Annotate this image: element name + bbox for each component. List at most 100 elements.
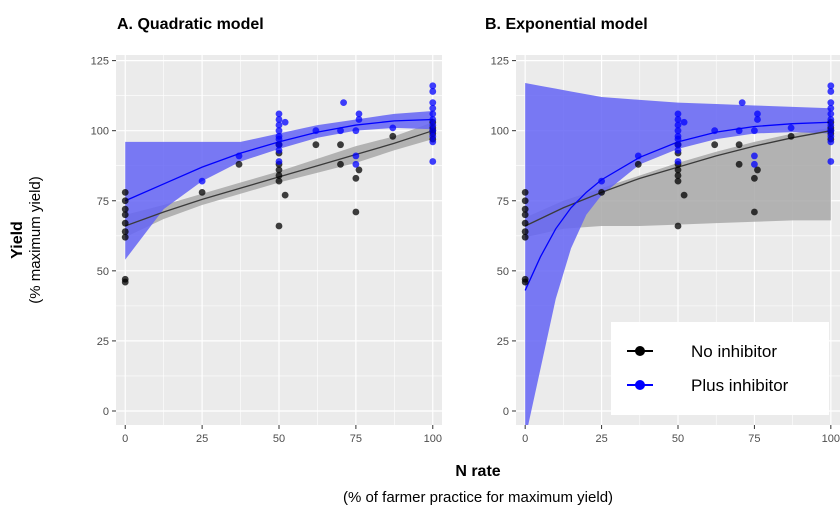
- point-plus-inhibitor: [429, 116, 437, 123]
- point-no-inhibitor: [275, 222, 283, 230]
- point-no-inhibitor: [121, 219, 129, 227]
- x-tick-label: 25: [595, 433, 607, 445]
- point-plus-inhibitor: [674, 141, 682, 149]
- point-no-inhibitor: [674, 166, 682, 174]
- point-plus-inhibitor: [711, 127, 719, 135]
- x-tick-label: 100: [822, 433, 840, 445]
- confidence-band-plus-inhibitor: [125, 111, 433, 260]
- point-no-inhibitor: [751, 174, 758, 182]
- point-no-inhibitor: [389, 132, 397, 140]
- point-no-inhibitor: [121, 188, 129, 196]
- point-plus-inhibitor: [429, 138, 437, 146]
- point-plus-inhibitor: [754, 110, 761, 118]
- point-plus-inhibitor: [735, 127, 743, 135]
- point-no-inhibitor: [598, 188, 605, 196]
- point-no-inhibitor: [337, 141, 344, 149]
- point-no-inhibitor: [735, 160, 743, 168]
- point-plus-inhibitor: [827, 116, 835, 123]
- y-axis-label: Yield (% maximum yield): [9, 176, 44, 304]
- point-no-inhibitor: [275, 177, 283, 185]
- point-no-inhibitor: [680, 191, 688, 199]
- point-no-inhibitor: [521, 211, 529, 219]
- point-no-inhibitor: [275, 172, 283, 179]
- legend-label-plus-inhibitor: Plus inhibitor: [691, 376, 789, 395]
- legend: No inhibitor Plus inhibitor: [611, 322, 829, 415]
- panel-b-points: [521, 82, 835, 286]
- y-axis-subtitle: (% maximum yield): [27, 176, 44, 304]
- point-plus-inhibitor: [738, 99, 746, 107]
- point-no-inhibitor: [634, 160, 642, 168]
- point-no-inhibitor: [674, 177, 682, 185]
- point-plus-inhibitor: [429, 88, 437, 95]
- point-no-inhibitor: [521, 219, 529, 227]
- point-plus-inhibitor: [275, 146, 283, 154]
- y-tick-label: 100: [491, 126, 509, 138]
- point-plus-inhibitor: [275, 121, 283, 129]
- point-plus-inhibitor: [352, 160, 360, 168]
- point-no-inhibitor: [754, 166, 761, 174]
- point-plus-inhibitor: [751, 127, 758, 135]
- point-no-inhibitor: [312, 141, 320, 149]
- point-plus-inhibitor: [674, 132, 682, 140]
- point-no-inhibitor: [121, 211, 129, 219]
- point-no-inhibitor: [521, 197, 529, 205]
- point-plus-inhibitor: [787, 124, 795, 132]
- x-tick-label: 50: [672, 433, 684, 445]
- point-plus-inhibitor: [429, 82, 437, 90]
- point-no-inhibitor: [521, 188, 529, 196]
- point-plus-inhibitor: [429, 132, 437, 140]
- point-plus-inhibitor: [674, 116, 682, 123]
- y-tick-label: 0: [103, 406, 109, 418]
- point-plus-inhibitor: [634, 152, 642, 160]
- point-plus-inhibitor: [312, 127, 320, 135]
- point-plus-inhibitor: [275, 132, 283, 140]
- y-tick-label: 125: [491, 56, 509, 68]
- point-plus-inhibitor: [352, 127, 360, 135]
- point-plus-inhibitor: [275, 110, 283, 118]
- x-tick-label: 0: [122, 433, 128, 445]
- y-tick-label: 25: [497, 336, 509, 348]
- point-plus-inhibitor: [355, 116, 363, 123]
- point-no-inhibitor: [787, 132, 795, 140]
- point-no-inhibitor: [521, 278, 529, 286]
- point-plus-inhibitor: [352, 152, 360, 160]
- point-no-inhibitor: [235, 160, 243, 168]
- confidence-band-plus-inhibitor: [525, 83, 831, 425]
- legend-marker-plus-inhibitor: [635, 380, 645, 390]
- point-plus-inhibitor: [275, 127, 283, 135]
- y-tick-label: 25: [97, 336, 109, 348]
- point-no-inhibitor: [121, 205, 129, 213]
- point-plus-inhibitor: [827, 132, 835, 140]
- point-no-inhibitor: [674, 172, 682, 179]
- point-plus-inhibitor: [275, 116, 283, 123]
- point-plus-inhibitor: [429, 121, 437, 129]
- point-plus-inhibitor: [429, 127, 437, 135]
- x-tick-label: 50: [273, 433, 285, 445]
- point-plus-inhibitor: [827, 110, 835, 118]
- panel-a-points: [121, 82, 437, 286]
- point-no-inhibitor: [711, 141, 719, 149]
- point-plus-inhibitor: [827, 82, 835, 90]
- point-plus-inhibitor: [281, 118, 289, 126]
- y-tick-label: 100: [91, 126, 109, 138]
- point-plus-inhibitor: [429, 104, 437, 112]
- x-tick-label: 0: [522, 433, 528, 445]
- y-tick-label: 50: [497, 266, 509, 278]
- y-tick-label: 0: [503, 406, 509, 418]
- point-plus-inhibitor: [235, 152, 243, 160]
- point-plus-inhibitor: [429, 99, 437, 107]
- x-tick-label: 75: [748, 433, 760, 445]
- y-tick-label: 125: [91, 56, 109, 68]
- point-no-inhibitor: [337, 160, 344, 168]
- point-plus-inhibitor: [827, 127, 835, 135]
- point-plus-inhibitor: [827, 138, 835, 146]
- panel-a-ticks: 0 25 50 75 100 0 25 50 75 100 125: [91, 56, 442, 445]
- panel-a: A. Quadratic model 0 25 50 75 100 0 25 50 75 100 1…: [91, 16, 442, 445]
- point-plus-inhibitor: [751, 160, 758, 168]
- point-no-inhibitor: [121, 233, 129, 241]
- point-plus-inhibitor: [674, 127, 682, 135]
- point-no-inhibitor: [121, 197, 129, 205]
- point-plus-inhibitor: [389, 124, 397, 132]
- y-tick-label: 75: [497, 196, 509, 208]
- point-plus-inhibitor: [674, 110, 682, 118]
